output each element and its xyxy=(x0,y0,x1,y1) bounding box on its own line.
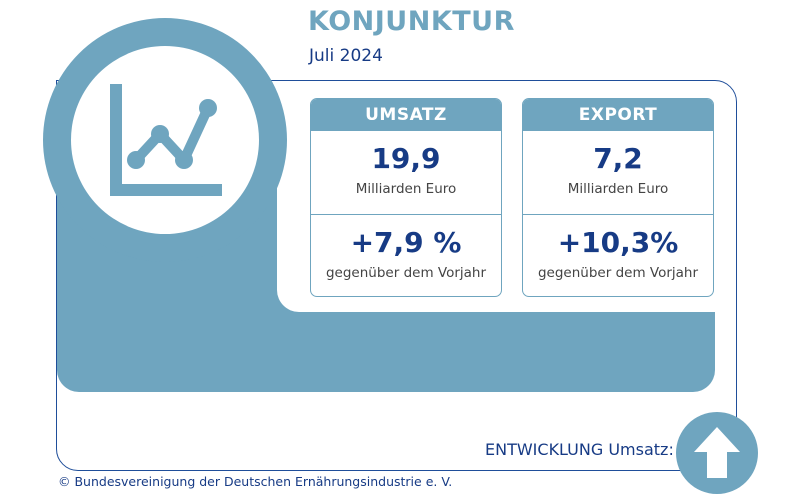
card-export: EXPORT 7,2 Milliarden Euro +10,3% gegenü… xyxy=(522,98,714,297)
card-unit: Milliarden Euro xyxy=(567,181,669,197)
card-value-section: 19,9 Milliarden Euro xyxy=(311,131,501,214)
card-change: +7,9 % xyxy=(350,226,462,259)
card-unit: Milliarden Euro xyxy=(355,181,457,197)
card-change-note: gegenüber dem Vorjahr xyxy=(325,265,487,281)
outer-frame xyxy=(56,80,737,471)
card-change-section: +7,9 % gegenüber dem Vorjahr xyxy=(311,214,501,296)
page-subtitle: Juli 2024 xyxy=(309,46,383,66)
copyright-notice: © Bundesvereinigung der Deutschen Ernähr… xyxy=(58,474,453,489)
card-change: +10,3% xyxy=(557,226,679,259)
card-value-section: 7,2 Milliarden Euro xyxy=(523,131,713,214)
card-header: EXPORT xyxy=(523,99,713,131)
card-umsatz: UMSATZ 19,9 Milliarden Euro +7,9 % gegen… xyxy=(310,98,502,297)
line-chart-icon xyxy=(110,84,222,196)
arrow-up-icon xyxy=(694,427,740,478)
card-change-section: +10,3% gegenüber dem Vorjahr xyxy=(523,214,713,296)
card-value: 7,2 xyxy=(593,142,643,175)
page-title: KONJUNKTUR xyxy=(308,6,515,37)
card-header: UMSATZ xyxy=(311,99,501,131)
trend-label: ENTWICKLUNG Umsatz: xyxy=(485,440,674,459)
card-change-note: gegenüber dem Vorjahr xyxy=(537,265,699,281)
card-value: 19,9 xyxy=(371,142,441,175)
